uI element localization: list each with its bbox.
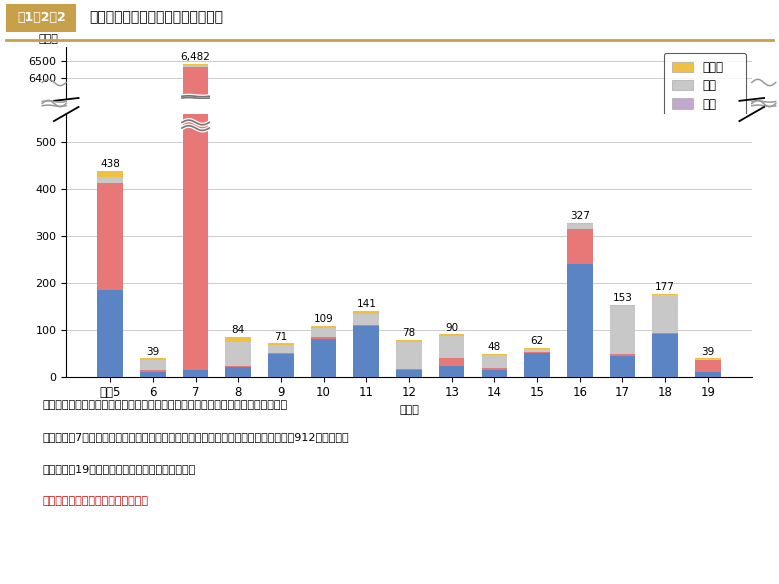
Bar — [268, 345, 294, 353]
Bar — [311, 328, 337, 338]
Bar — [97, 178, 123, 183]
Bar — [481, 354, 507, 355]
Text: 78: 78 — [402, 328, 416, 338]
Legend: その他, 雪害, 火山, 地震・津波, 風水害: その他, 雪害, 火山, 地震・津波, 風水害 — [664, 53, 746, 155]
X-axis label: （年）: （年） — [399, 405, 419, 415]
Bar — [397, 340, 421, 342]
Bar — [652, 335, 678, 377]
Text: 平成19年の死者・行方不明者数は速報値。: 平成19年の死者・行方不明者数は速報値。 — [43, 464, 196, 474]
Bar — [652, 294, 678, 333]
Text: 内訳は附属資料１のとおり。: 内訳は附属資料１のとおり。 — [43, 496, 149, 506]
Bar — [97, 290, 123, 377]
Bar — [97, 183, 123, 290]
Bar — [397, 369, 421, 370]
Bar — [311, 339, 337, 377]
Bar — [524, 347, 550, 349]
Bar — [481, 370, 507, 377]
Bar — [140, 370, 166, 372]
Text: 438: 438 — [100, 159, 120, 169]
Bar — [695, 359, 721, 360]
Text: 災害原因別死者・行方不明者の状況: 災害原因別死者・行方不明者の状況 — [90, 10, 224, 24]
Text: （注）消防庁資料をもとに内閣府において作成。地震には津波によるものを含む。: （注）消防庁資料をもとに内閣府において作成。地震には津波によるものを含む。 — [43, 400, 288, 410]
Bar — [354, 311, 379, 314]
Bar — [439, 366, 464, 377]
Bar — [354, 326, 379, 377]
Text: （人）: （人） — [38, 34, 58, 44]
Text: 109: 109 — [314, 314, 333, 324]
Bar — [225, 342, 251, 366]
Text: 71: 71 — [274, 332, 287, 342]
Bar — [225, 366, 251, 367]
Bar — [524, 353, 550, 377]
Text: 平成7年の死者のうち，阪神・淡路大鈴災の死者については，いわゆる関連死912名を含む。: 平成7年の死者のうち，阪神・淡路大鈴災の死者については，いわゆる関連死912名を… — [43, 432, 350, 442]
Bar — [524, 349, 550, 352]
Bar — [610, 305, 635, 306]
Bar — [652, 333, 678, 335]
Text: 48: 48 — [488, 342, 501, 352]
Bar — [567, 229, 593, 264]
Text: 153: 153 — [612, 293, 633, 303]
Text: 177: 177 — [655, 282, 675, 292]
Bar — [695, 360, 721, 372]
Text: 図1－2－2: 図1－2－2 — [17, 11, 65, 23]
Bar — [610, 306, 635, 354]
Bar — [610, 354, 635, 356]
Bar — [268, 354, 294, 377]
Bar — [610, 356, 635, 377]
Bar — [225, 338, 251, 342]
Bar — [397, 370, 421, 377]
Bar — [481, 369, 507, 370]
Bar — [183, 67, 208, 584]
Bar — [183, 64, 208, 65]
Text: 39: 39 — [146, 346, 160, 356]
Bar — [481, 355, 507, 369]
Text: 39: 39 — [701, 346, 714, 356]
Bar — [695, 372, 721, 377]
Bar — [183, 370, 208, 377]
Text: 84: 84 — [231, 325, 245, 335]
Bar — [311, 325, 337, 328]
Bar — [567, 264, 593, 377]
Bar — [354, 314, 379, 325]
Bar — [268, 353, 294, 354]
Bar — [397, 342, 421, 369]
Bar — [140, 359, 166, 360]
Text: 90: 90 — [445, 322, 458, 333]
Text: 141: 141 — [356, 298, 376, 309]
Bar — [183, 0, 208, 370]
Text: 327: 327 — [569, 211, 590, 221]
Bar — [311, 338, 337, 339]
Text: 6,482: 6,482 — [181, 52, 210, 62]
Bar — [225, 367, 251, 377]
Bar — [439, 335, 464, 336]
Bar — [567, 224, 593, 229]
Bar — [524, 352, 550, 353]
Text: 62: 62 — [530, 336, 544, 346]
Bar — [183, 65, 208, 67]
Bar — [354, 325, 379, 326]
Bar — [439, 336, 464, 359]
Bar — [140, 372, 166, 377]
Bar — [268, 343, 294, 345]
Bar — [97, 171, 123, 178]
Bar — [439, 359, 464, 366]
Bar — [567, 223, 593, 224]
FancyBboxPatch shape — [6, 4, 76, 32]
Bar — [140, 360, 166, 370]
